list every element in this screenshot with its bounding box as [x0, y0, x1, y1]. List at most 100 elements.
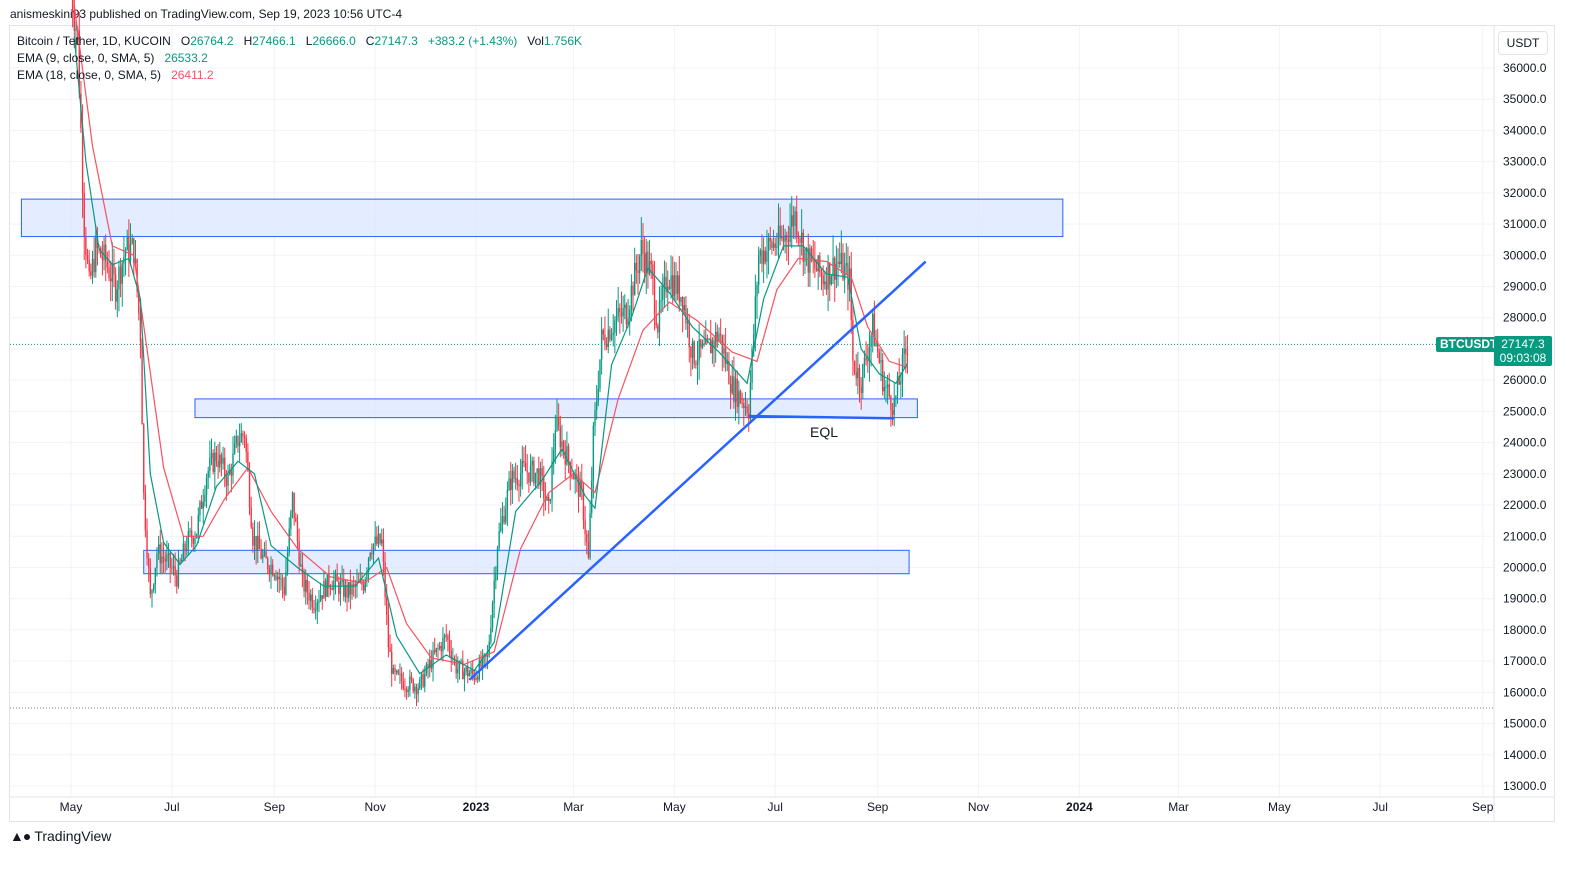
x-tick-label: May — [1268, 800, 1291, 814]
candle-body-down — [93, 258, 95, 273]
candle-body-up — [207, 470, 209, 478]
candle-body-down — [402, 681, 404, 689]
chart-frame — [9, 25, 1555, 822]
candle-body-down — [559, 426, 562, 448]
candle-body-down — [427, 664, 429, 669]
candle-body-down — [769, 237, 771, 242]
candle-body-down — [114, 274, 117, 302]
candle-body-up — [288, 528, 290, 554]
candle-body-down — [215, 452, 218, 461]
candle-body-down — [678, 275, 681, 302]
candle-body-up — [305, 579, 307, 592]
candle-body-up — [341, 578, 343, 582]
candle-body-up — [228, 470, 231, 475]
y-tick-label: 29000.0 — [1503, 280, 1547, 294]
candle-body-down — [703, 343, 705, 345]
candle-body-down — [346, 584, 348, 598]
candle-body-down — [88, 260, 90, 272]
candle-body-down — [876, 342, 879, 353]
candle-body-up — [181, 559, 183, 562]
candle-body-up — [837, 261, 839, 264]
candle-body-up — [848, 268, 851, 290]
candle-body-down — [255, 535, 257, 551]
candle-body-up — [314, 609, 317, 611]
candle-body-down — [433, 650, 436, 653]
candle-body-down — [710, 339, 712, 354]
candle-body-down — [328, 573, 330, 588]
price-zone — [143, 549, 910, 575]
candle-body-up — [514, 478, 517, 480]
candle-body-up — [486, 654, 489, 657]
candle-body-down — [860, 386, 862, 394]
candle-body-down — [224, 457, 226, 478]
candle-body-down — [83, 193, 85, 237]
candle-body-down — [169, 553, 171, 568]
candle-body-down — [847, 263, 849, 290]
eql-line — [748, 414, 895, 420]
tradingview-logo[interactable]: ▲● TradingView — [10, 828, 111, 844]
candle-body-down — [394, 668, 396, 673]
candle-body-up — [91, 258, 94, 276]
y-tick-label: 22000.0 — [1503, 498, 1547, 512]
candle-body-down — [243, 435, 246, 439]
candle-body-down — [382, 539, 385, 562]
candle-body-down — [668, 286, 671, 289]
candle-body-up — [627, 318, 629, 325]
candle-body-down — [724, 347, 727, 364]
candle-body-down — [524, 462, 527, 471]
tradingview-logo-icon: ▲● — [10, 828, 31, 844]
candle-body-up — [204, 494, 206, 502]
candle-body-down — [635, 262, 638, 271]
candle-body-up — [199, 501, 201, 515]
candle-body-up — [227, 474, 229, 486]
candle-body-up — [546, 496, 548, 501]
candle-body-up — [351, 584, 353, 595]
candle-body-down — [706, 338, 709, 340]
candle-body-down — [164, 559, 166, 562]
y-tick-label: 23000.0 — [1503, 467, 1547, 481]
candle-body-up — [470, 668, 472, 674]
last-price-value: 27147.3 — [1501, 337, 1545, 351]
candle-body-up — [348, 582, 350, 598]
candle-body-up — [686, 321, 689, 324]
legend-ema18-label: EMA (18, close, 0, SMA, 5) — [17, 68, 162, 82]
candle-body-up — [290, 511, 292, 529]
candle-body-down — [281, 578, 284, 587]
candle-body-up — [896, 375, 899, 396]
candle-body-up — [121, 263, 123, 284]
candle-body-up — [235, 436, 238, 444]
candle-body-up — [333, 581, 335, 590]
candle-body-down — [543, 476, 545, 499]
candle-body-up — [443, 635, 446, 638]
candle-body-down — [878, 352, 881, 363]
candle-body-up — [757, 255, 760, 286]
x-tick-label: Nov — [364, 800, 385, 814]
candle-body-down — [685, 305, 687, 324]
candle-body-down — [225, 477, 228, 486]
candle-body-up — [129, 243, 132, 261]
y-tick-label: 34000.0 — [1503, 123, 1547, 137]
x-tick-label: Mar — [563, 800, 584, 814]
candle-body-up — [493, 580, 495, 604]
candle-body-down — [741, 402, 743, 404]
candle-body-down — [410, 676, 413, 680]
candle-body-down — [650, 260, 652, 265]
candle-body-up — [280, 578, 282, 580]
candle-body-down — [242, 433, 244, 436]
candle-body-up — [417, 688, 419, 695]
currency-button[interactable]: USDT — [1498, 31, 1548, 55]
candle-body-down — [352, 584, 355, 586]
candle-body-up — [111, 263, 114, 282]
candle-body-up — [762, 250, 765, 265]
candle-body-down — [890, 396, 892, 411]
candle-body-down — [190, 530, 193, 539]
x-tick-label: Sep — [264, 800, 286, 814]
candle-body-up — [663, 277, 666, 286]
candle-body-down — [105, 244, 107, 262]
y-tick-label: 17000.0 — [1503, 654, 1547, 668]
candle-body-down — [86, 255, 89, 261]
candle-body-down — [569, 462, 571, 476]
candle-body-down — [548, 496, 550, 501]
x-tick-label: Jul — [164, 800, 179, 814]
